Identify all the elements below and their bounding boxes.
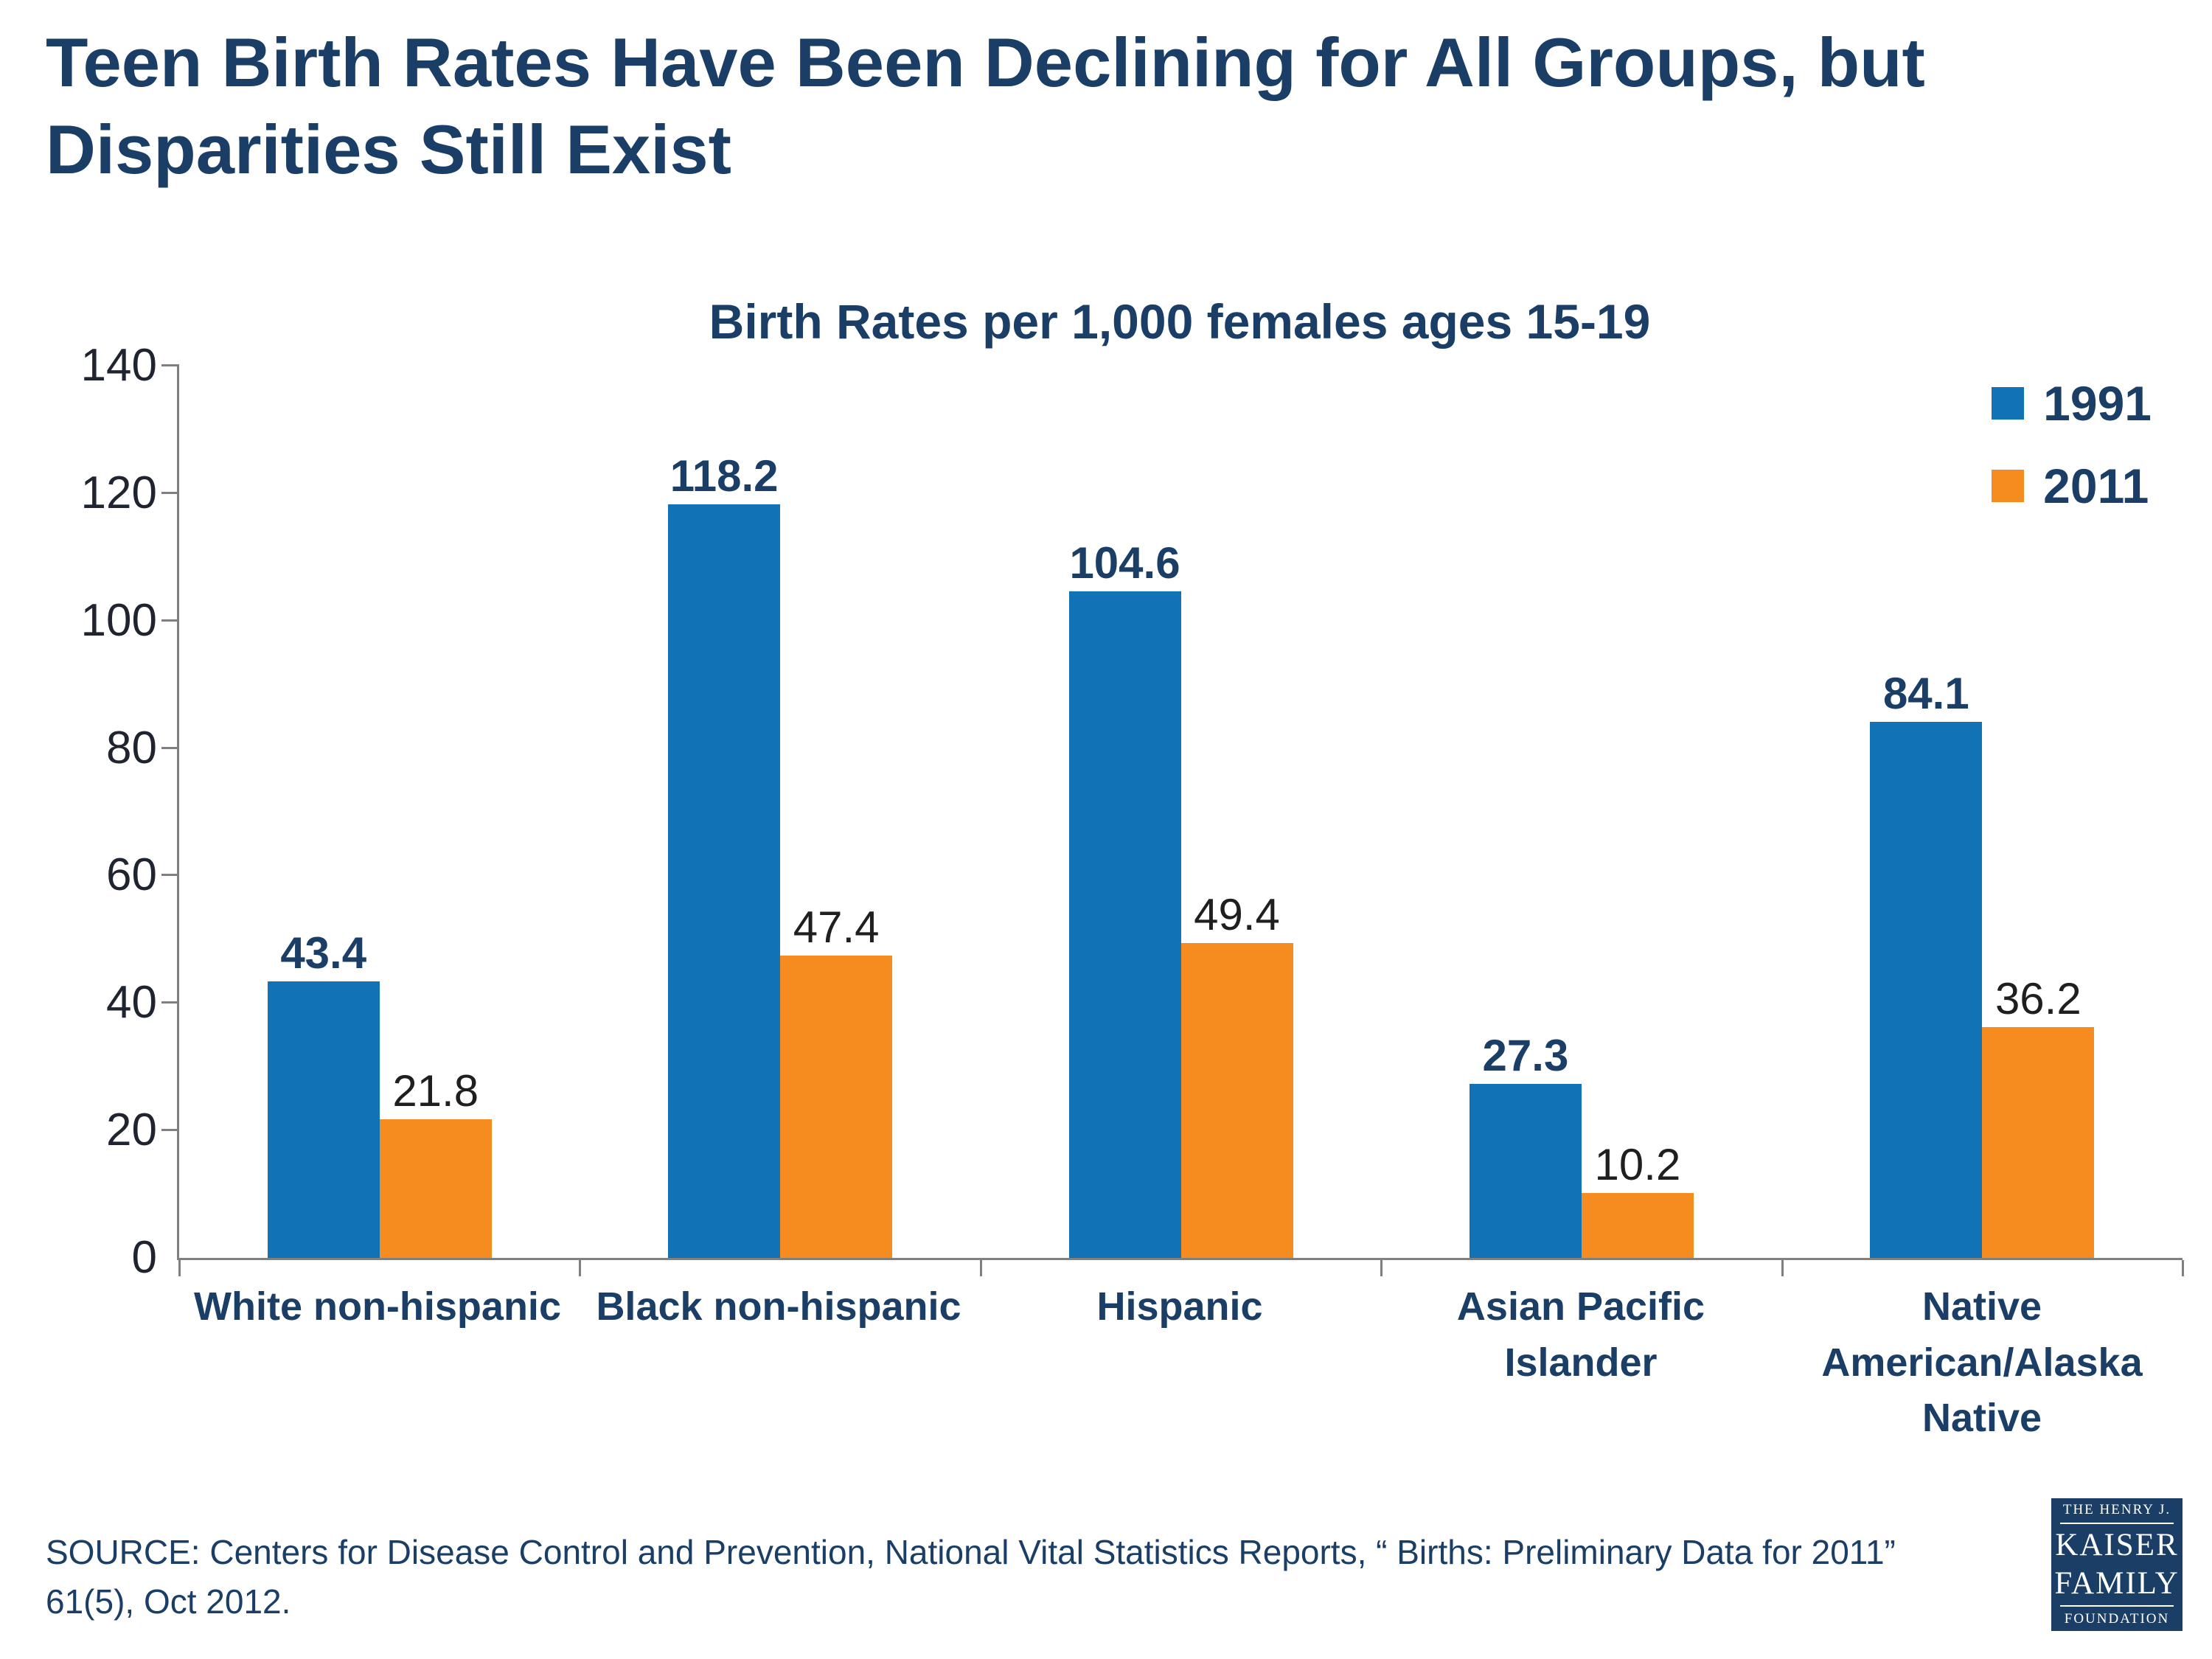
category-label: Black non-hispanic <box>596 1284 961 1329</box>
y-tick-label: 0 <box>131 1232 157 1283</box>
source-line-1: SOURCE: Centers for Disease Control and … <box>46 1533 1896 1571</box>
x-tick-mark <box>178 1260 181 1276</box>
bar-2011 <box>1180 943 1293 1258</box>
source-note: SOURCE: Centers for Disease Control and … <box>46 1528 2000 1626</box>
y-tick-label: 100 <box>80 594 157 646</box>
value-label: 43.4 <box>280 928 367 978</box>
source-line-2: 61(5), Oct 2012. <box>46 1582 291 1621</box>
bar-column: 43.4 <box>267 928 380 1258</box>
x-tick-mark <box>1380 1260 1383 1276</box>
value-label: 27.3 <box>1482 1031 1569 1081</box>
chart: Birth Rates per 1,000 females ages 15-19… <box>41 293 2184 1447</box>
category-label: White non-hispanic <box>194 1284 561 1329</box>
value-label: 10.2 <box>1594 1139 1681 1189</box>
legend-label: 2011 <box>2043 459 2149 513</box>
logo-name-line2: FAMILY <box>2054 1566 2180 1601</box>
legend-swatch-2011 <box>1992 470 2025 502</box>
value-label: 21.8 <box>392 1065 479 1116</box>
category-label: Asian Pacific Islander <box>1456 1284 1705 1385</box>
value-label: 84.1 <box>1882 669 1969 719</box>
bar-group: 118.2 47.4 <box>580 454 980 1258</box>
y-tick-label: 40 <box>106 977 157 1029</box>
y-tick-mark <box>161 491 179 494</box>
logo-name-line1: KAISER <box>2055 1527 2179 1562</box>
bar-column: 104.6 <box>1068 538 1181 1258</box>
x-tick-mark <box>979 1260 982 1276</box>
kaiser-family-foundation-logo: THE HENRY J. KAISER FAMILY FOUNDATION <box>2051 1498 2183 1631</box>
bar-column: 84.1 <box>1870 669 1983 1258</box>
y-tick-label: 140 <box>80 340 157 391</box>
value-label: 47.4 <box>793 902 880 953</box>
bar-column: 49.4 <box>1180 890 1293 1258</box>
y-tick-label: 60 <box>106 849 157 901</box>
bar-group: 104.6 49.4 <box>981 538 1381 1258</box>
legend-row: 2011 <box>1992 462 2152 510</box>
plot-area: 43.4 21.8 118.2 47.4 104.6 49.4 27.3 10.2 84.1 36… <box>81 343 2184 1281</box>
page-title: Teen Birth Rates Have Been Declining for… <box>46 24 1925 188</box>
value-label: 104.6 <box>1069 538 1180 588</box>
y-tick-label: 120 <box>80 467 157 518</box>
bar-group: 84.1 36.2 <box>1782 672 2183 1258</box>
bar-2011 <box>1982 1027 2095 1258</box>
logo-bottom-text: FOUNDATION <box>2060 1605 2174 1630</box>
x-axis-labels: White non-hispanic Black non-hispanic Hisp… <box>177 1279 2183 1447</box>
y-tick-label: 80 <box>106 722 157 773</box>
y-tick-mark <box>161 874 179 877</box>
bar-column: 118.2 <box>668 451 781 1258</box>
bar-1991 <box>267 981 380 1258</box>
legend-label: 1991 <box>2043 376 2152 431</box>
bar-group: 43.4 21.8 <box>179 931 580 1258</box>
x-tick-mark <box>2182 1260 2184 1276</box>
bar-2011 <box>1581 1192 1694 1258</box>
category-label: Native American/Alaska Native <box>1821 1284 2143 1441</box>
bar-2011 <box>780 956 893 1258</box>
bar-column: 10.2 <box>1581 1139 1694 1258</box>
bar-column: 47.4 <box>780 902 893 1258</box>
value-label: 118.2 <box>669 451 779 501</box>
value-label: 49.4 <box>1194 890 1280 940</box>
bar-1991 <box>1469 1084 1582 1258</box>
logo-top-text: THE HENRY J. <box>2060 1499 2174 1524</box>
legend-swatch-1991 <box>1992 387 2025 420</box>
bar-group: 27.3 10.2 <box>1381 1034 1781 1258</box>
legend: 1991 2011 <box>1992 379 2152 544</box>
y-tick-label: 20 <box>106 1105 157 1156</box>
bar-2011 <box>379 1119 492 1258</box>
value-label: 36.2 <box>1994 974 2081 1024</box>
bar-1991 <box>1068 591 1181 1258</box>
chart-title: Birth Rates per 1,000 females ages 15-19 <box>709 294 1651 349</box>
bar-1991 <box>668 504 781 1258</box>
y-tick-mark <box>161 619 179 622</box>
y-tick-mark <box>161 746 179 749</box>
y-tick-mark <box>161 1129 179 1132</box>
bar-groups: 43.4 21.8 118.2 47.4 104.6 49.4 27.3 10.2 84.1 36… <box>179 366 2183 1258</box>
bar-1991 <box>1870 722 1983 1258</box>
y-tick-mark <box>161 1001 179 1004</box>
bar-column: 21.8 <box>379 1065 492 1258</box>
bar-column: 36.2 <box>1982 974 2095 1258</box>
x-tick-mark <box>1781 1260 1784 1276</box>
legend-row: 1991 <box>1992 379 2152 428</box>
bar-column: 27.3 <box>1469 1031 1582 1258</box>
category-label: Hispanic <box>1096 1284 1263 1329</box>
x-tick-mark <box>579 1260 582 1276</box>
y-tick-mark <box>161 364 179 366</box>
